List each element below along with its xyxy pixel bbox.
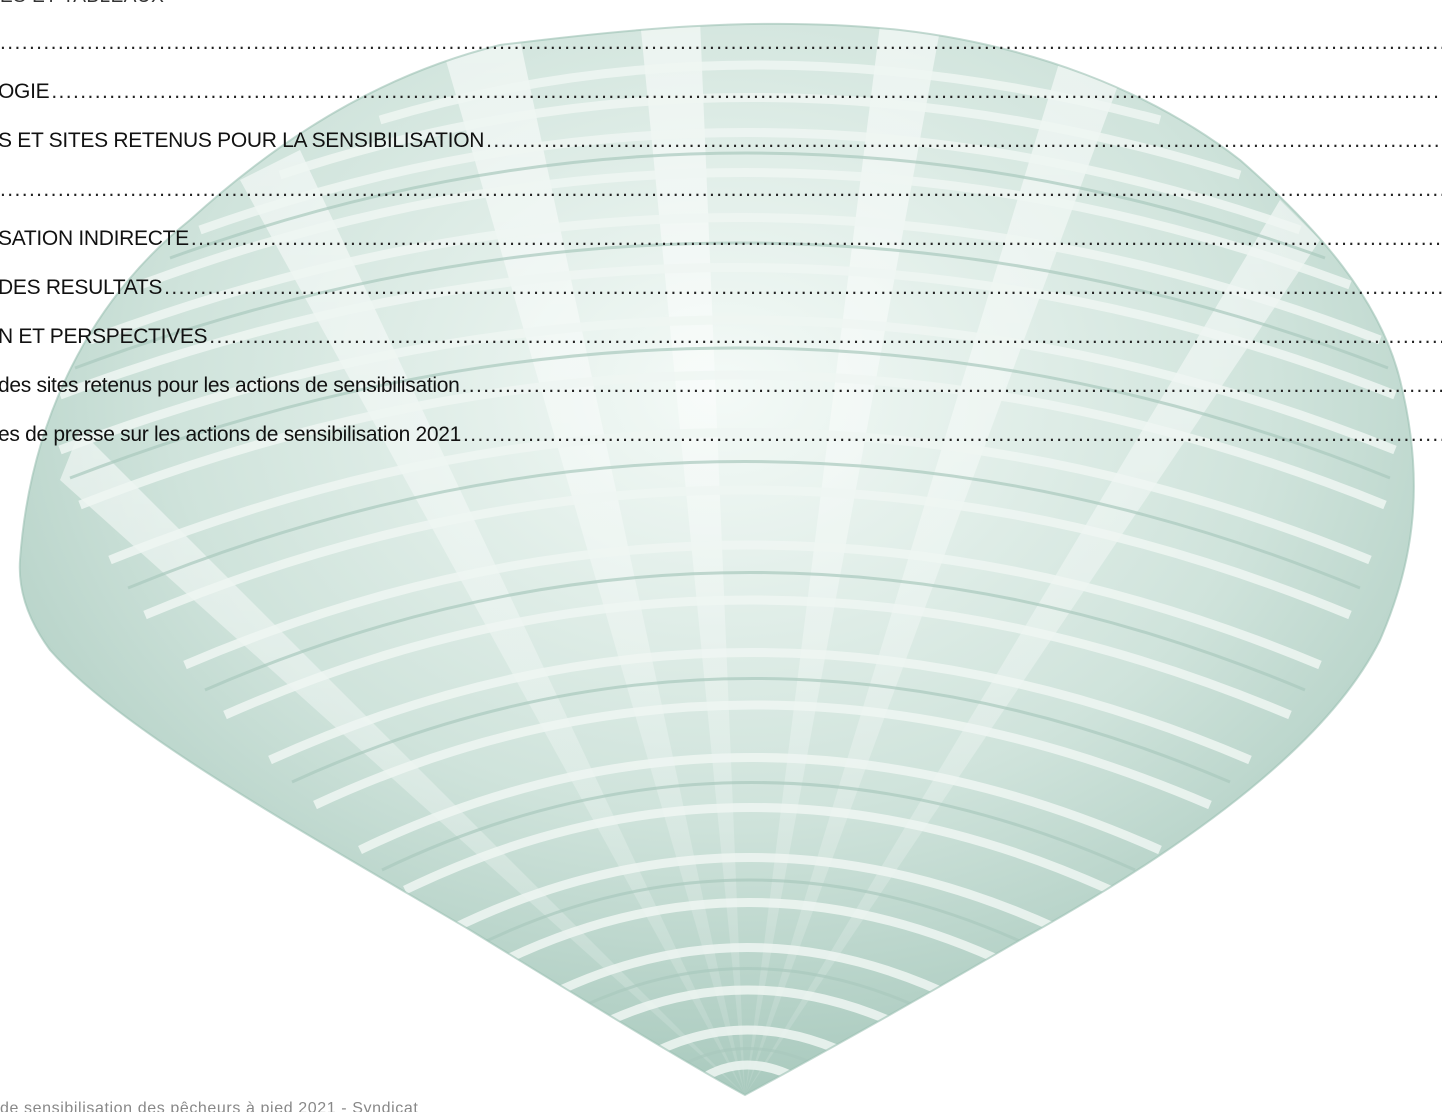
toc-entry-label: S ET SITES RETENUS POUR LA SENSIBILISATI… [0,129,485,152]
toc-dot-leader [463,422,1442,448]
toc-dot-leader [51,79,1442,105]
toc-entry-label: SATION INDIRECTE [0,227,189,250]
toc-entry[interactable]: es de presse sur les actions de sensibil… [0,422,1442,448]
toc-heading: ES ET TABLEAUX [0,0,164,8]
toc-dot-leader [164,275,1442,301]
toc-entry-label: des sites retenus pour les actions de se… [0,374,460,397]
toc-entry-label: OGIE [0,80,50,103]
footer-caption: de sensibilisation des pêcheurs à pied 2… [0,1100,419,1112]
toc-entry[interactable]: des sites retenus pour les actions de se… [0,373,1442,399]
toc-dot-leader [462,373,1442,399]
toc-dot-leader [209,324,1442,350]
toc-entry-label: es de presse sur les actions de sensibil… [0,423,462,446]
toc-entry-label: DES RESULTATS [0,276,163,299]
toc-dot-leader [191,226,1442,252]
toc-dot-leader [486,128,1442,154]
toc-entry[interactable]: DES RESULTATS [0,275,1442,301]
toc-entry[interactable] [0,30,1442,56]
toc-entry-label: N ET PERSPECTIVES [0,325,208,348]
toc-entry[interactable]: S ET SITES RETENUS POUR LA SENSIBILISATI… [0,128,1442,154]
toc-entry[interactable] [0,177,1442,203]
toc-entry[interactable]: SATION INDIRECTE [0,226,1442,252]
toc-entry[interactable]: OGIE [0,79,1442,105]
toc-dot-leader [0,30,1442,56]
toc-dot-leader [0,177,1442,203]
toc-entry[interactable]: N ET PERSPECTIVES [0,324,1442,350]
